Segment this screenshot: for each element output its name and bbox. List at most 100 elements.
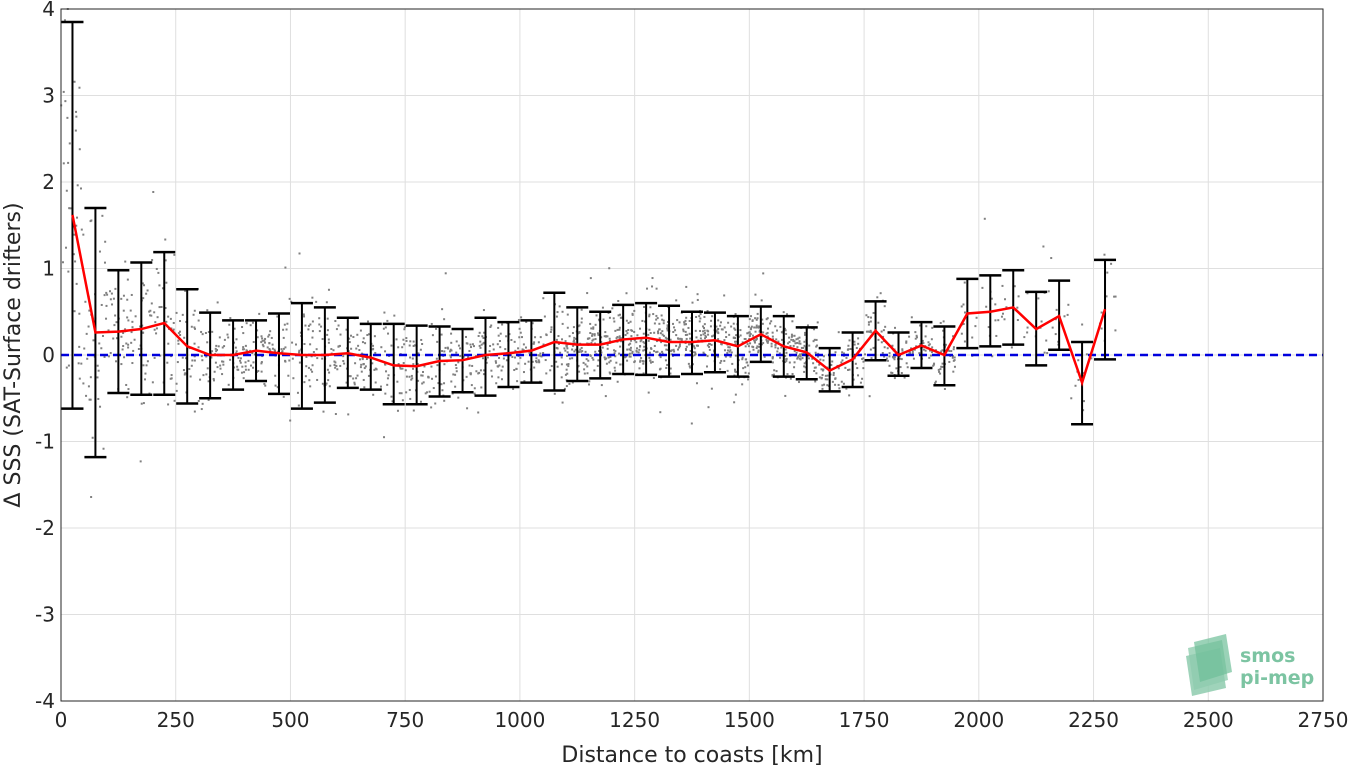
scatter-point — [405, 375, 408, 378]
scatter-point — [102, 447, 105, 450]
scatter-point — [252, 341, 255, 344]
scatter-point — [303, 343, 306, 346]
scatter-point — [479, 340, 482, 343]
scatter-point — [831, 360, 834, 363]
scatter-point — [383, 436, 386, 439]
scatter-point — [905, 341, 908, 344]
scatter-point — [649, 306, 652, 309]
scatter-point — [200, 355, 203, 358]
scatter-point — [521, 336, 524, 339]
scatter-point — [421, 343, 424, 346]
scatter-point — [502, 357, 505, 360]
scatter-point — [99, 405, 102, 408]
scatter-point — [420, 374, 423, 377]
scatter-point — [762, 342, 765, 345]
scatter-point — [205, 373, 208, 376]
scatter-point — [707, 333, 710, 336]
scatter-point — [132, 349, 135, 352]
scatter-point — [761, 343, 764, 346]
scatter-point — [149, 309, 152, 312]
scatter-point — [814, 366, 817, 369]
scatter-point — [628, 355, 631, 358]
scatter-point — [943, 387, 946, 390]
scatter-point — [589, 332, 592, 335]
scatter-point — [482, 373, 485, 376]
scatter-point — [182, 369, 185, 372]
scatter-point — [780, 338, 783, 341]
scatter-point — [726, 369, 729, 372]
scatter-point — [511, 356, 514, 359]
scatter-point — [401, 346, 404, 349]
scatter-point — [1045, 339, 1048, 342]
scatter-point — [883, 355, 886, 358]
scatter-point — [583, 368, 586, 371]
scatter-point — [891, 344, 894, 347]
scatter-point — [158, 284, 161, 287]
scatter-point — [643, 320, 646, 323]
scatter-point — [443, 350, 446, 353]
scatter-point — [911, 352, 914, 355]
scatter-point — [708, 342, 711, 345]
scatter-point — [151, 381, 154, 384]
scatter-point — [814, 351, 817, 354]
scatter-point — [734, 370, 737, 373]
scatter-point — [78, 345, 81, 348]
scatter-point — [840, 361, 843, 364]
scatter-point — [932, 364, 935, 367]
scatter-point — [309, 343, 312, 346]
scatter-point — [266, 346, 269, 349]
scatter-point — [766, 317, 769, 320]
scatter-point — [245, 322, 248, 325]
scatter-point — [729, 355, 732, 358]
scatter-point — [664, 359, 667, 362]
scatter-point — [820, 368, 823, 371]
scatter-point — [612, 317, 615, 320]
x-tick-label: 1750 — [839, 708, 890, 732]
scatter-point — [412, 344, 415, 347]
scatter-point — [953, 359, 956, 362]
scatter-point — [822, 359, 825, 362]
scatter-point — [642, 341, 645, 344]
scatter-point — [158, 306, 161, 309]
scatter-point — [824, 374, 827, 377]
scatter-point — [347, 413, 350, 416]
scatter-point — [452, 373, 455, 376]
scatter-point — [699, 337, 702, 340]
scatter-point — [550, 326, 553, 329]
scatter-point — [892, 356, 895, 359]
scatter-point — [408, 375, 411, 378]
scatter-point — [791, 334, 794, 337]
scatter-point — [669, 338, 672, 341]
scatter-point — [103, 355, 106, 358]
scatter-point — [90, 219, 93, 222]
scatter-point — [705, 335, 708, 338]
scatter-point — [994, 319, 997, 322]
scatter-point — [952, 348, 955, 351]
scatter-point — [748, 331, 751, 334]
scatter-point — [1066, 313, 1069, 316]
scatter-point — [642, 360, 645, 363]
scatter-point — [563, 347, 566, 350]
scatter-point — [88, 309, 91, 312]
scatter-point — [643, 348, 646, 351]
scatter-point — [216, 366, 219, 369]
scatter-point — [762, 331, 765, 334]
scatter-point — [332, 349, 335, 352]
scatter-point — [537, 359, 540, 362]
scatter-point — [193, 355, 196, 358]
scatter-point — [754, 293, 757, 296]
scatter-point — [695, 382, 698, 385]
scatter-point — [144, 372, 147, 375]
scatter-point — [914, 331, 917, 334]
scatter-point — [120, 335, 123, 338]
scatter-point — [624, 356, 627, 359]
scatter-point — [492, 343, 495, 346]
scatter-point — [384, 326, 387, 329]
scatter-point — [444, 346, 447, 349]
scatter-point — [80, 228, 83, 231]
scatter-point — [450, 332, 453, 335]
scatter-point — [78, 377, 81, 380]
scatter-point — [597, 349, 600, 352]
scatter-point — [767, 327, 770, 330]
